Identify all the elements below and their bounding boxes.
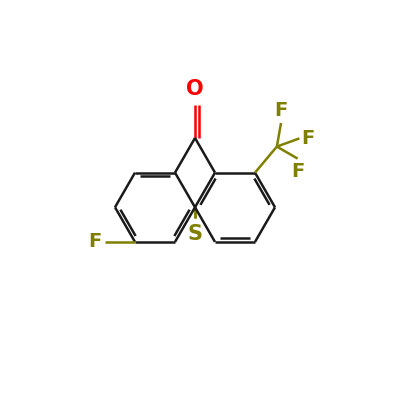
- Text: F: F: [302, 129, 315, 148]
- Text: F: F: [89, 232, 102, 252]
- Text: F: F: [291, 162, 304, 180]
- Text: S: S: [188, 224, 202, 244]
- Text: O: O: [186, 79, 204, 99]
- Text: F: F: [274, 101, 288, 120]
